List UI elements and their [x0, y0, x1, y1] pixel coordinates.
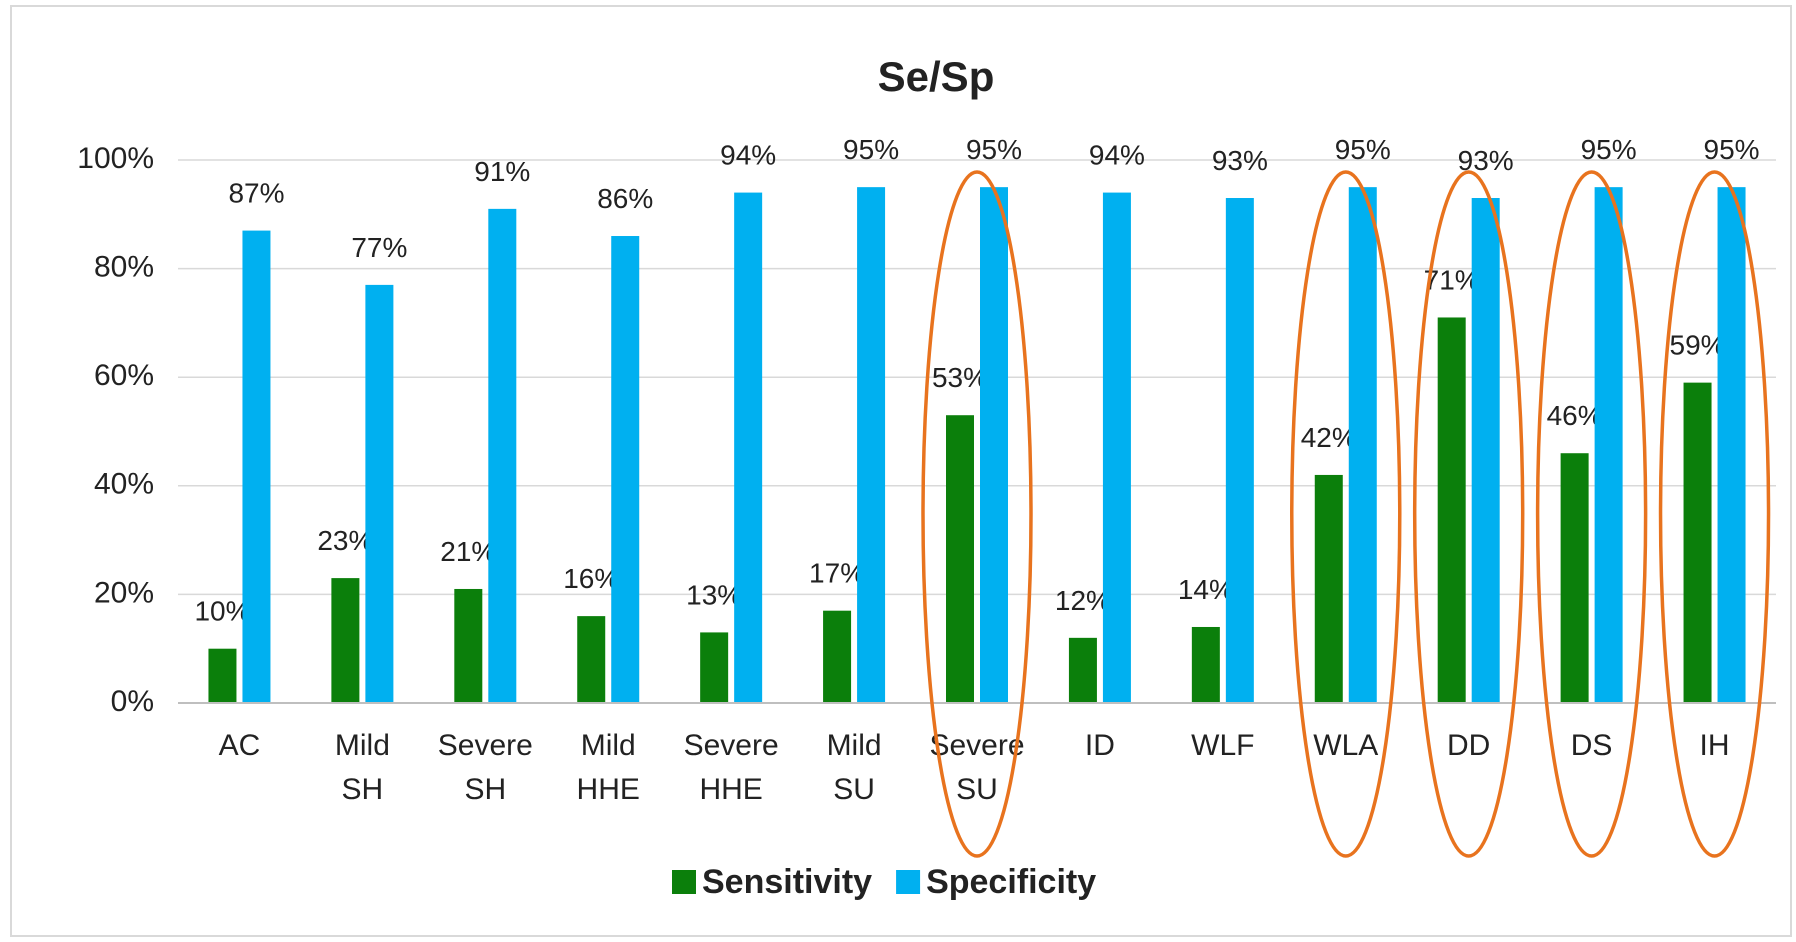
- bar: [611, 236, 640, 703]
- bar: [734, 192, 763, 703]
- bar: [1191, 626, 1220, 703]
- value-label: 13%: [686, 579, 742, 610]
- bar: [700, 632, 729, 703]
- x-tick-label: Severe SH: [438, 729, 533, 806]
- value-label: 91%: [474, 156, 530, 187]
- x-tick-label: DD: [1447, 729, 1490, 762]
- value-label: 14%: [1178, 574, 1234, 605]
- chart-title: Se/Sp: [878, 53, 995, 100]
- bar: [823, 610, 852, 703]
- value-label: 95%: [1335, 134, 1391, 165]
- y-tick-label: 60%: [94, 359, 154, 392]
- highlight-ellipse: [1412, 170, 1525, 858]
- value-label: 93%: [1212, 145, 1268, 176]
- y-tick-label: 100%: [77, 142, 154, 175]
- bar: [980, 187, 1008, 703]
- bar: [1437, 317, 1466, 703]
- y-tick-label: 80%: [94, 251, 154, 284]
- x-tick-label: IH: [1700, 729, 1730, 762]
- value-label: 71%: [1424, 264, 1480, 295]
- value-label: 17%: [809, 558, 865, 589]
- y-tick-label: 20%: [94, 576, 154, 609]
- bar: [488, 208, 517, 703]
- bar: [208, 648, 237, 703]
- bar: [1594, 187, 1623, 703]
- bar: [1471, 198, 1500, 703]
- value-label: 10%: [194, 596, 250, 627]
- value-label: 46%: [1547, 400, 1603, 431]
- value-label: 95%: [1581, 134, 1637, 165]
- value-label: 95%: [843, 134, 899, 165]
- legend-swatch: [672, 870, 696, 894]
- highlight-ellipse: [1658, 170, 1771, 858]
- bar: [365, 284, 394, 703]
- highlight-ellipse: [921, 170, 1033, 858]
- highlight-ellipse: [1290, 170, 1402, 858]
- value-label: 86%: [597, 183, 653, 214]
- x-tick-label: Severe SU: [929, 729, 1024, 806]
- value-label: 94%: [1089, 140, 1145, 171]
- bar: [1102, 192, 1131, 703]
- x-tick-label: DS: [1571, 729, 1613, 762]
- bar: [1717, 187, 1746, 703]
- bar: [1314, 474, 1343, 703]
- value-label: 95%: [1704, 134, 1760, 165]
- value-label: 59%: [1670, 330, 1726, 361]
- x-tick-label: ID: [1085, 729, 1115, 762]
- value-label: 77%: [351, 232, 407, 263]
- x-tick-label: Mild SU: [827, 729, 882, 806]
- legend-label: Specificity: [926, 863, 1096, 901]
- x-tick-label: Severe HHE: [684, 729, 779, 806]
- bar: [242, 230, 271, 703]
- x-tick-label: AC: [219, 729, 261, 762]
- bar: [1068, 637, 1097, 703]
- legend-swatch: [896, 870, 921, 894]
- bar: [1225, 198, 1254, 703]
- x-tick-label: Mild SH: [335, 729, 390, 806]
- bar: [331, 578, 360, 703]
- bar: [454, 588, 483, 703]
- x-tick-label: Mild HHE: [577, 729, 640, 806]
- value-label: 12%: [1055, 585, 1111, 616]
- highlight-ellipse: [1535, 170, 1648, 858]
- value-label: 94%: [720, 140, 776, 171]
- legend-label: Sensitivity: [702, 863, 872, 901]
- y-tick-label: 40%: [94, 468, 154, 501]
- value-label: 53%: [932, 362, 988, 393]
- bar: [1560, 453, 1589, 703]
- value-label: 42%: [1301, 422, 1357, 453]
- bar: [857, 187, 886, 703]
- value-label: 95%: [966, 134, 1022, 165]
- bar: [577, 616, 606, 703]
- x-tick-label: WLF: [1191, 729, 1254, 762]
- x-tick-label: WLA: [1313, 729, 1378, 762]
- bar: [1348, 187, 1377, 703]
- bar: [1683, 382, 1712, 703]
- value-label: 23%: [317, 525, 373, 556]
- y-tick-label: 0%: [111, 685, 154, 718]
- bar: [946, 415, 974, 703]
- value-label: 21%: [440, 536, 496, 567]
- value-label: 87%: [228, 178, 284, 209]
- value-label: 16%: [563, 563, 619, 594]
